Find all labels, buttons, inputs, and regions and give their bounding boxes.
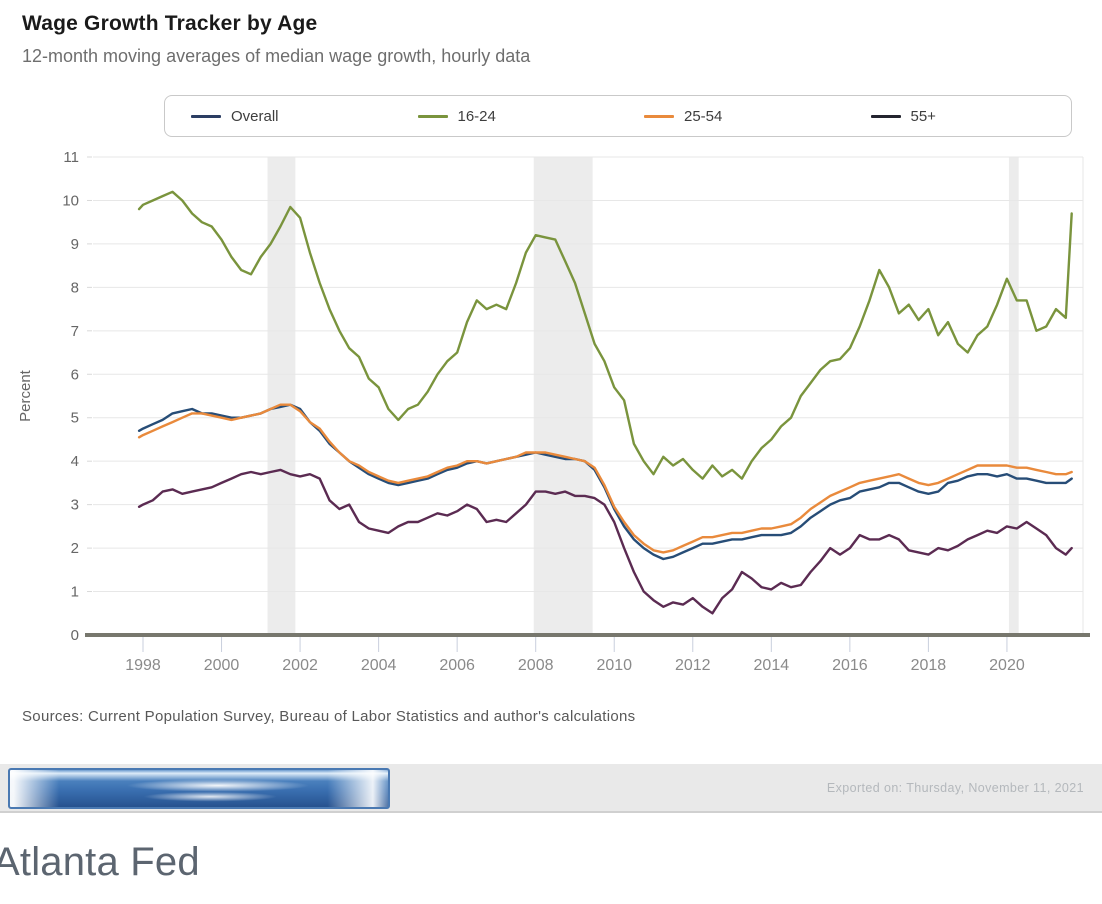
- svg-text:2012: 2012: [675, 657, 711, 674]
- svg-text:10: 10: [62, 192, 79, 209]
- svg-text:7: 7: [71, 323, 79, 340]
- svg-text:8: 8: [71, 279, 79, 296]
- svg-text:2014: 2014: [754, 657, 790, 674]
- legend-swatch-55plus: [870, 114, 901, 118]
- page-subtitle: 12-month moving averages of median wage …: [22, 46, 531, 66]
- legend-label-55plus: 55+: [910, 107, 936, 125]
- svg-text:1: 1: [71, 584, 79, 601]
- legend-label-overall: Overall: [231, 107, 279, 125]
- legend-swatch-25-54: [644, 114, 674, 118]
- svg-text:9: 9: [71, 236, 79, 253]
- svg-text:2020: 2020: [989, 657, 1025, 674]
- svg-text:2006: 2006: [439, 657, 475, 674]
- svg-text:2004: 2004: [361, 657, 397, 674]
- page-title: Wage Growth Tracker by Age: [22, 12, 318, 35]
- chart-legend: Overall 16-24 25-54 55+: [164, 95, 1072, 137]
- legend-item-overall: Overall: [165, 108, 392, 125]
- svg-text:2008: 2008: [518, 657, 554, 674]
- legend-item-55plus: 55+: [845, 108, 1072, 125]
- svg-text:2000: 2000: [204, 657, 240, 674]
- legend-label-25-54: 25-54: [684, 107, 723, 125]
- legend-item-25-54: 25-54: [618, 108, 845, 125]
- legend-swatch-overall: [191, 114, 221, 118]
- svg-text:2: 2: [71, 540, 79, 557]
- sources-note: Sources: Current Population Survey, Bure…: [22, 708, 636, 725]
- svg-text:2016: 2016: [832, 657, 868, 674]
- footer-bar: Exported on: Thursday, November 11, 2021: [0, 764, 1102, 813]
- svg-text:3: 3: [71, 497, 79, 514]
- svg-text:4: 4: [71, 453, 79, 470]
- svg-text:2018: 2018: [911, 657, 947, 674]
- legend-item-16-24: 16-24: [392, 108, 619, 125]
- svg-text:2002: 2002: [282, 657, 318, 674]
- svg-text:1998: 1998: [125, 657, 161, 674]
- svg-text:6: 6: [71, 366, 79, 383]
- svg-text:0: 0: [71, 627, 79, 644]
- export-timestamp: Exported on: Thursday, November 11, 2021: [826, 780, 1084, 795]
- atlanta-fed-logo: [8, 768, 390, 809]
- svg-text:2010: 2010: [596, 657, 632, 674]
- atlanta-fed-wordmark: Atlanta Fed: [0, 840, 200, 884]
- svg-text:Percent: Percent: [17, 369, 34, 422]
- legend-label-16-24: 16-24: [457, 107, 496, 125]
- svg-text:11: 11: [63, 149, 79, 166]
- legend-swatch-16-24: [417, 114, 448, 118]
- svg-text:5: 5: [71, 410, 79, 427]
